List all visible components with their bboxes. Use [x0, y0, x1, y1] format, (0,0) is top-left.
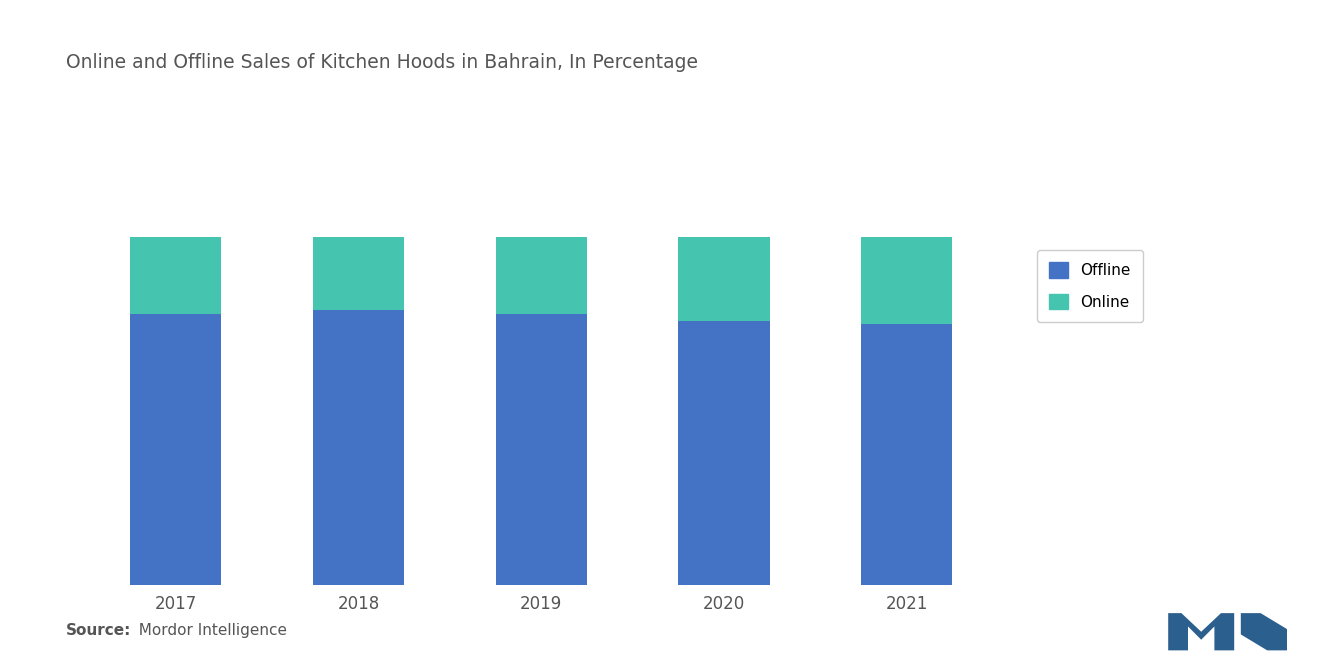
Bar: [129, 237, 222, 314]
Legend: Offline, Online: Offline, Online: [1038, 250, 1143, 322]
Text: Mordor Intelligence: Mordor Intelligence: [129, 623, 288, 638]
Bar: [678, 321, 770, 585]
Bar: [129, 314, 222, 585]
Text: Online and Offline Sales of Kitchen Hoods in Bahrain, In Percentage: Online and Offline Sales of Kitchen Hood…: [66, 53, 698, 72]
Polygon shape: [1168, 613, 1234, 650]
Bar: [313, 237, 404, 311]
Bar: [861, 237, 953, 325]
Bar: [495, 314, 587, 585]
Polygon shape: [1241, 613, 1287, 650]
Bar: [495, 237, 587, 314]
Bar: [861, 325, 953, 585]
Bar: [313, 311, 404, 585]
Bar: [678, 237, 770, 321]
Text: Source:: Source:: [66, 623, 132, 638]
